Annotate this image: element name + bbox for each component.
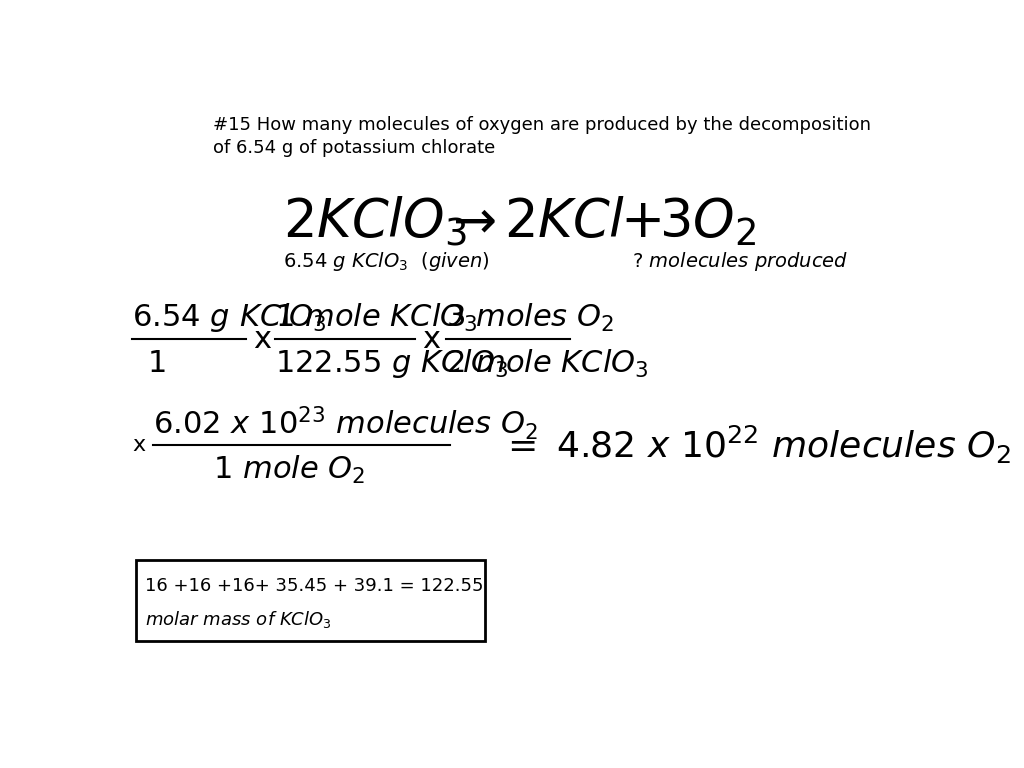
Text: $1\ mole\ KClO_3$: $1\ mole\ KClO_3$ bbox=[275, 302, 478, 334]
Text: 16 +16 +16+ 35.45 + 39.1 = 122.55: 16 +16 +16+ 35.45 + 39.1 = 122.55 bbox=[145, 577, 483, 594]
Text: $2\ mole\ KClO_3$: $2\ mole\ KClO_3$ bbox=[445, 348, 648, 380]
Text: of 6.54 g of potassium chlorate: of 6.54 g of potassium chlorate bbox=[213, 139, 496, 157]
Text: x: x bbox=[254, 325, 271, 354]
Text: $3O_2$: $3O_2$ bbox=[658, 195, 756, 248]
Text: #15 How many molecules of oxygen are produced by the decomposition: #15 How many molecules of oxygen are pro… bbox=[213, 116, 871, 134]
Text: $6.54\ g\ KClO_3$: $6.54\ g\ KClO_3$ bbox=[132, 301, 327, 334]
Text: x: x bbox=[423, 325, 440, 354]
Text: $3\ moles\ O_2$: $3\ moles\ O_2$ bbox=[445, 302, 614, 334]
Text: $6.02\ x\ 10^{23}\ molecules\ O_2$: $6.02\ x\ 10^{23}\ molecules\ O_2$ bbox=[153, 405, 538, 442]
Text: $2KCl$: $2KCl$ bbox=[504, 196, 626, 247]
Text: $122.55\ g\ KClO_3$: $122.55\ g\ KClO_3$ bbox=[275, 347, 509, 380]
Text: $molar\ mass\ of\ KClO_3$: $molar\ mass\ of\ KClO_3$ bbox=[145, 609, 332, 630]
Text: x: x bbox=[132, 435, 145, 455]
Text: $2KClO_3$: $2KClO_3$ bbox=[283, 194, 467, 249]
Text: 1: 1 bbox=[147, 349, 167, 379]
Text: $1\ mole\ O_2$: $1\ mole\ O_2$ bbox=[213, 453, 366, 485]
Text: $6.54\ g\ KClO_3\ \ (given)$: $6.54\ g\ KClO_3\ \ (given)$ bbox=[283, 250, 489, 273]
Text: $+$: $+$ bbox=[621, 196, 660, 247]
Text: $=\ 4.82\ x\ 10^{22}\ molecules\ O_2$: $=\ 4.82\ x\ 10^{22}\ molecules\ O_2$ bbox=[500, 424, 1011, 466]
Text: $\rightarrow$: $\rightarrow$ bbox=[442, 196, 496, 247]
FancyBboxPatch shape bbox=[136, 561, 484, 641]
Text: $?\ molecules\ produced$: $?\ molecules\ produced$ bbox=[632, 250, 848, 273]
